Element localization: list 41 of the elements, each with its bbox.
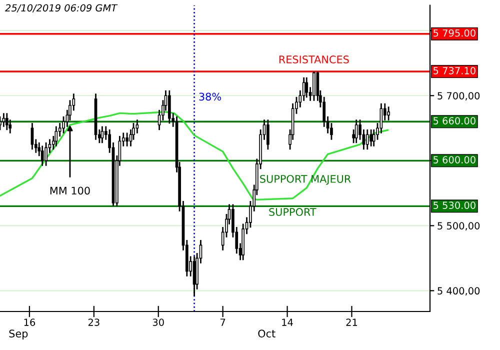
x-tick-label: 7 xyxy=(220,318,226,326)
text: Sep xyxy=(9,330,28,340)
candlestick xyxy=(366,128,369,150)
candlestick xyxy=(305,76,308,98)
candlestick xyxy=(44,142,48,167)
x-tick-label: 16 xyxy=(24,318,36,326)
annotation: SUPPORT xyxy=(269,208,316,216)
x-tick-label: 14 xyxy=(282,318,293,326)
y-tick-label: 5 500,00 xyxy=(438,222,480,230)
x-tick-label: 21 xyxy=(346,318,358,326)
candlestick xyxy=(100,125,104,144)
y-tick-label: 5 700,00 xyxy=(438,92,480,100)
ref-line-label: 5 660.00 xyxy=(434,117,476,124)
y-tick-label: 5 400,00 xyxy=(438,287,480,296)
candlestick xyxy=(126,132,128,148)
ref-line-label: 5 530.00 xyxy=(434,202,476,209)
ref-line-label: 5 737.10 xyxy=(434,66,476,74)
candlestick xyxy=(40,145,44,167)
candlestick xyxy=(370,128,373,148)
candlestick xyxy=(168,90,171,124)
ref-line-label: 5 795.00 xyxy=(434,29,476,37)
candlestick xyxy=(362,128,366,150)
candlestick xyxy=(158,109,161,131)
candlestick xyxy=(2,112,6,128)
text: Oct xyxy=(258,330,276,338)
candlestick xyxy=(266,118,270,150)
candlestick xyxy=(136,118,139,134)
annotation: SUPPORT MAJEUR xyxy=(260,174,351,185)
x-tick-label: 23 xyxy=(88,318,100,326)
candlestick xyxy=(354,118,358,144)
candlestick xyxy=(54,125,58,148)
annotation: 25/10/2019 06:09 GMT xyxy=(5,4,118,12)
candlestick xyxy=(312,70,316,102)
candlestick xyxy=(30,122,34,150)
candlestick xyxy=(387,106,390,122)
x-tick-label: 30 xyxy=(152,318,164,326)
annotation: 38% xyxy=(199,92,222,101)
candlestick xyxy=(5,112,8,131)
annotation: RESISTANCES xyxy=(279,56,349,64)
ref-line-label: 5 600.00 xyxy=(434,156,476,164)
annotation: MM 100 xyxy=(50,186,90,195)
